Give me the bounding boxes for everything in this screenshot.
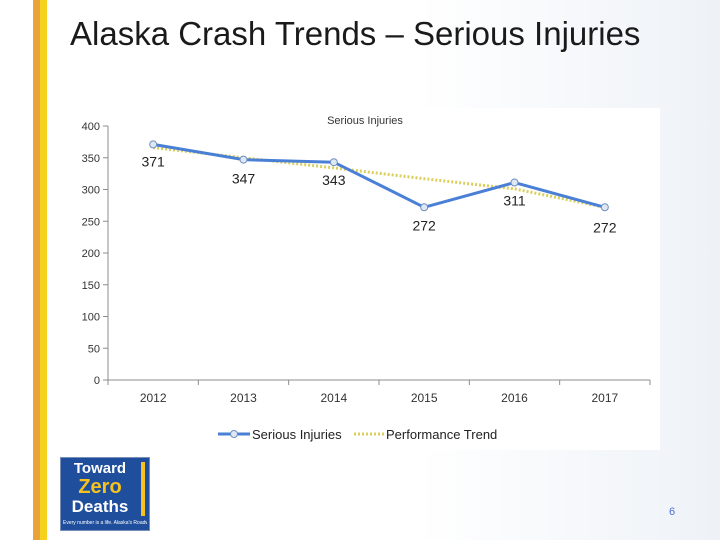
- x-tick-label: 2012: [140, 391, 167, 405]
- data-label: 343: [322, 172, 346, 188]
- y-tick-label: 250: [82, 216, 100, 228]
- x-tick-label: 2015: [411, 391, 438, 405]
- toward-zero-deaths-logo: Toward Zero Deaths Every number is a lif…: [60, 457, 150, 531]
- logo-accent-bar: [141, 462, 145, 516]
- serious-injuries-point: [329, 158, 338, 167]
- serious-injuries-point: [420, 203, 429, 212]
- logo-tagline: Every number is a life. Alaska's Roadway…: [63, 520, 147, 526]
- data-label: 311: [503, 193, 526, 209]
- serious-injuries-point: [149, 140, 158, 149]
- serious-injuries-point: [510, 178, 519, 187]
- data-label: 371: [141, 153, 165, 169]
- serious-injuries-chart: Serious Injuries 0 50 100 150 200 250 300 350 400…: [82, 115, 651, 442]
- data-label: 347: [232, 171, 256, 187]
- y-tick-label: 0: [94, 375, 100, 387]
- x-tick-label: 2017: [591, 391, 618, 405]
- data-label: 272: [593, 219, 617, 235]
- x-tick-label: 2016: [501, 391, 528, 405]
- y-tick-label: 300: [82, 185, 100, 197]
- slide-title: Alaska Crash Trends – Serious Injuries: [70, 15, 641, 52]
- legend-label-serious-injuries: Serious Injuries: [252, 427, 342, 442]
- legend-marker-serious-injuries: [230, 430, 238, 438]
- y-tick-label: 400: [82, 121, 100, 133]
- data-label: 272: [412, 217, 436, 233]
- chart-panel: Serious Injuries 0 50 100 150 200 250 300 350 400…: [60, 108, 660, 450]
- serious-injuries-point: [600, 203, 609, 212]
- chart-title: Serious Injuries: [327, 115, 403, 127]
- y-tick-label: 100: [82, 312, 100, 324]
- serious-injuries-line: [152, 142, 606, 209]
- y-tick-label: 50: [88, 343, 100, 355]
- serious-injuries-point: [239, 155, 248, 164]
- page-number: 6: [668, 506, 676, 518]
- y-tick-label: 200: [82, 248, 100, 260]
- legend-label-performance-trend: Performance Trend: [386, 427, 497, 442]
- yellow-accent-stripe: [40, 0, 47, 540]
- logo-text-zero: Zero: [78, 476, 122, 498]
- logo-text-toward: Toward: [73, 460, 127, 477]
- logo-text-deaths: Deaths: [71, 497, 129, 516]
- orange-accent-stripe: [33, 0, 40, 540]
- y-tick-label: 150: [82, 280, 100, 292]
- x-tick-label: 2013: [230, 391, 257, 405]
- y-tick-label: 350: [82, 153, 100, 165]
- x-tick-label: 2014: [320, 391, 347, 405]
